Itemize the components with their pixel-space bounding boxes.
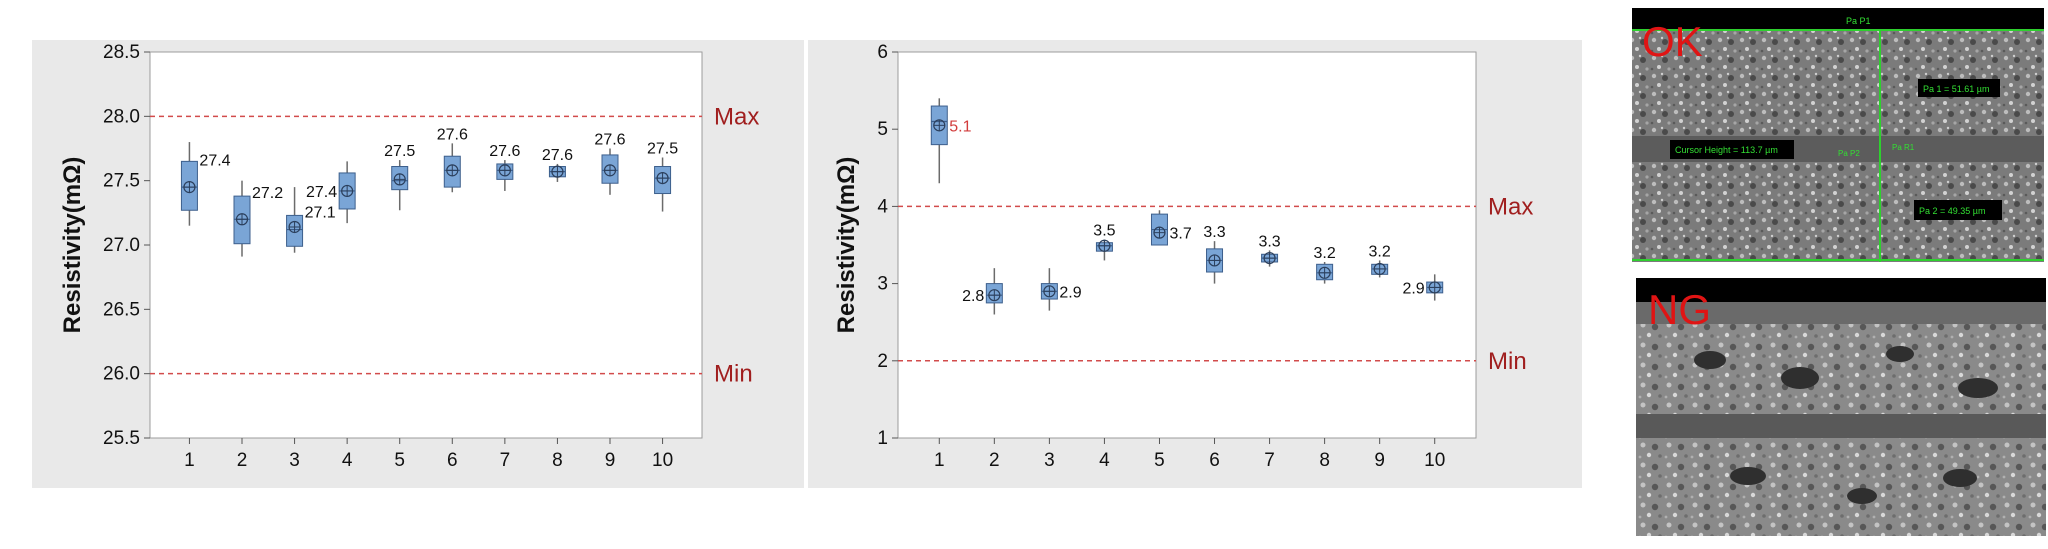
ok-annotation-pa-p1: Pa P1 [1846,16,1871,26]
chart-right-mean-label: 2.9 [1402,280,1424,297]
chart-left-y-tick-label: 25.5 [103,428,140,449]
ok-annotation-pa2: Pa 2 = 49.35 µm [1919,206,1985,216]
chart-left-mean-label: 27.5 [647,141,678,158]
chart-right-ref-label-max: Max [1488,193,1533,220]
chart-right-x-tick-label: 9 [1374,450,1385,471]
chart-right-mean-label: 2.9 [1059,284,1081,301]
chart-right-y-tick-label: 6 [877,42,888,63]
chart-left-y-tick-label: 26.0 [103,364,140,385]
chart-left-mean-label: 27.5 [384,143,415,160]
chart-left-x-tick-label: 6 [447,450,458,471]
chart-left-y-tick-label: 28.0 [103,106,140,127]
chart-left-mean-label: 27.1 [305,204,336,221]
chart-left-ref-label-max: Max [714,103,759,130]
ok-annotation-pa-p2: Pa P2 [1838,149,1860,158]
chart-left-y-tick-label: 27.0 [103,235,140,256]
ng-dark-void [1781,367,1819,389]
chart-right-mean-label: 2.8 [962,288,984,305]
chart-left-x-tick-label: 3 [289,450,300,471]
chart-left-mean-label: 27.2 [252,185,283,202]
ng-top-band [1636,278,2046,302]
ok-annotation-pa2-box [1914,200,2002,220]
chart-left-y-tick-label: 28.5 [103,42,140,63]
chart-right-x-tick-label: 8 [1319,450,1330,471]
ng-label: NG [1648,286,1711,333]
chart-left-mean-label: 27.4 [199,152,230,169]
chart-right-mean-label: 5.1 [949,118,971,135]
chart-right-ref-label-min: Min [1488,348,1527,375]
chart-left-y-tick-label: 26.5 [103,299,140,320]
chart-right-x-tick-label: 5 [1154,450,1165,471]
ng-dark-void [1943,469,1977,487]
chart-left-mean-label: 27.6 [437,126,468,143]
ng-dark-void [1958,378,1998,398]
resistivity-chart-left: Max Min 27.4 27.2 27.1 27.4 27.5 27.6 27.6 27.6 2… [32,40,804,488]
chart-right-y-tick-label: 5 [877,119,888,140]
chart-right-mean-label: 3.2 [1313,245,1335,262]
ok-annotation-pa-r1: Pa R1 [1892,143,1915,152]
chart-left-ref-label-min: Min [714,361,753,388]
ng-top-layer [1636,302,2046,324]
chart-right-x-tick-label: 3 [1044,450,1055,471]
ok-top-band [1632,8,2044,30]
chart-left-mean-label: 27.4 [306,184,337,201]
chart-left-x-tick-label: 5 [394,450,405,471]
chart-right-x-tick-label: 2 [989,450,1000,471]
chart-right-mean-label: 3.2 [1369,243,1391,260]
ng-cross-section-image: NG [1636,278,2046,536]
chart-right-x-tick-label: 6 [1209,450,1220,471]
chart-right-y-tick-label: 1 [877,428,888,449]
chart-right-mean-label: 3.3 [1258,233,1280,250]
chart-left-mean-label: 27.6 [542,147,573,164]
chart-right-plot-area [897,51,1477,439]
chart-right-mean-label: 3.7 [1169,226,1191,243]
chart-right-y-tick-label: 2 [877,351,888,372]
chart-left-y-tick-label: 27.5 [103,171,140,192]
chart-right-x-tick-label: 10 [1424,450,1445,471]
ok-cross-section-image: Pa P1 Pa 1 = 51.61 µm Cursor Height = 11… [1632,8,2044,262]
ng-dark-void [1730,467,1766,485]
chart-left-mean-label: 27.6 [594,132,625,149]
chart-right-y-tick-label: 3 [877,274,888,295]
chart-left-mean-label: 27.6 [489,143,520,160]
chart-right-y-tick-label: 4 [877,196,888,217]
chart-left-x-tick-label: 2 [237,450,248,471]
ng-dark-void [1847,488,1877,504]
chart-right-x-tick-label: 4 [1099,450,1110,471]
chart-left-y-axis-label: Resistivity(mΩ) [59,157,86,334]
chart-left-x-tick-label: 8 [552,450,563,471]
chart-left-x-tick-label: 7 [500,450,511,471]
chart-left-x-tick-label: 10 [652,450,673,471]
chart-left-plot-area [149,51,703,439]
ok-annotation-pa1: Pa 1 = 51.61 µm [1923,84,1989,94]
chart-right-mean-label: 3.5 [1093,223,1115,240]
ng-dark-void [1694,351,1726,369]
ok-annotation-pa1-box [1918,79,2000,97]
resistivity-chart-right: Max Min 5.1 2.8 2.9 3.5 3.7 3.3 3.3 3.2 3.2 2.9 1 2… [808,40,1582,488]
chart-right-x-tick-label: 7 [1264,450,1275,471]
chart-left-x-tick-label: 9 [605,450,616,471]
chart-left-x-tick-label: 4 [342,450,353,471]
chart-right-x-tick-label: 1 [934,450,945,471]
chart-left-x-tick-label: 1 [184,450,195,471]
chart-right-y-axis-label: Resistivity(mΩ) [833,157,860,334]
ok-label: OK [1642,18,1703,65]
ok-annotation-cursor-box [1670,140,1794,159]
chart-right-mean-label: 3.3 [1203,224,1225,241]
ok-annotation-cursor: Cursor Height = 113.7 µm [1675,145,1778,155]
ng-dark-void [1886,346,1914,362]
ng-center-foil-layer [1636,414,2046,438]
